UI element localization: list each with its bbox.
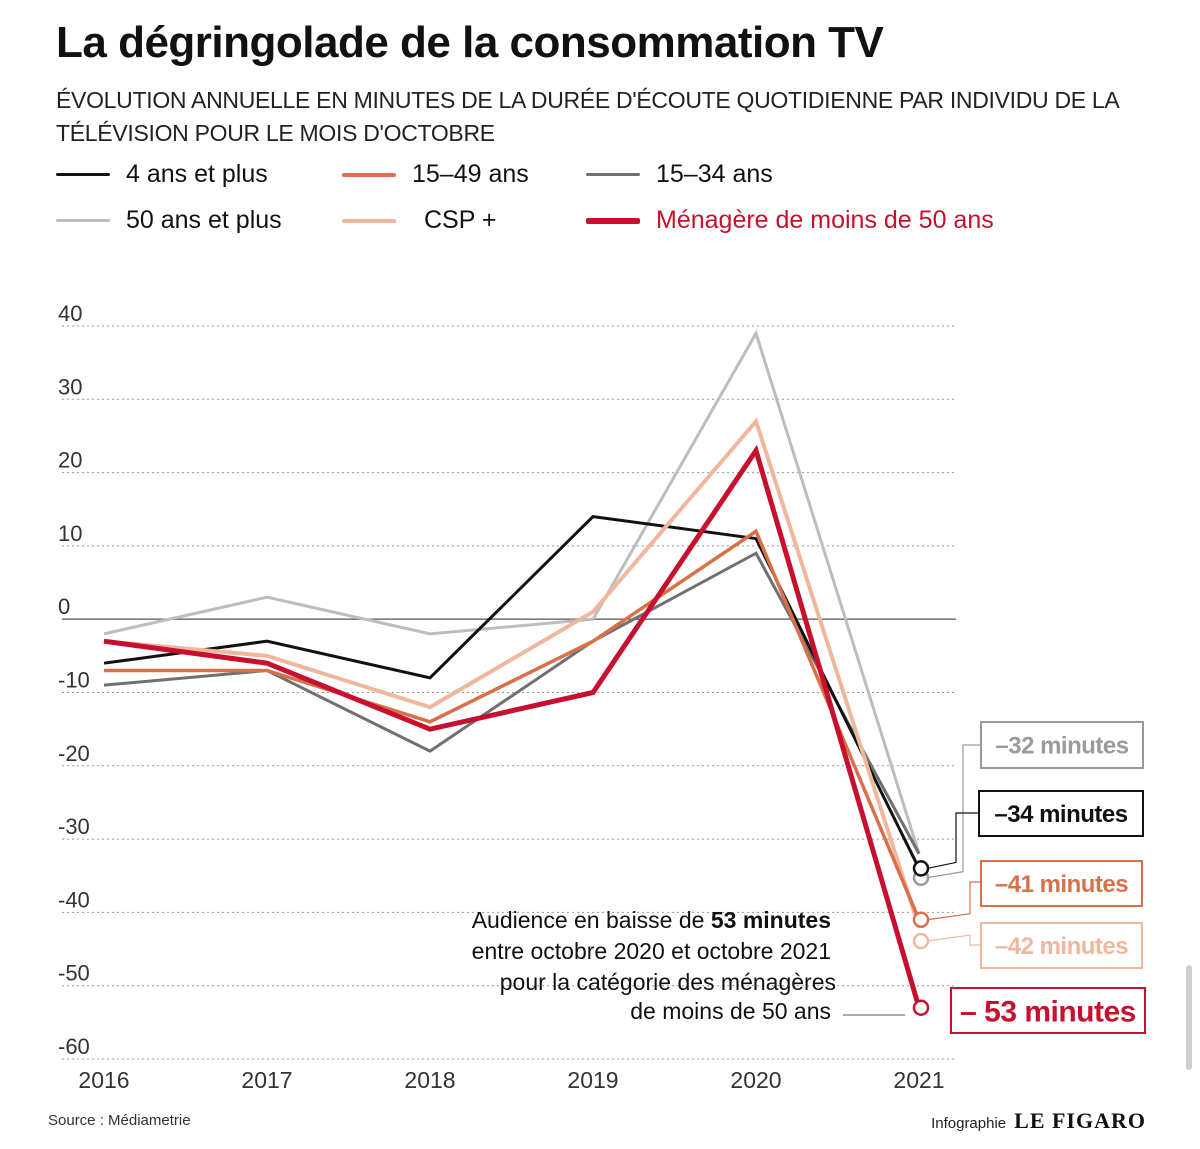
x-tick-label: 2020 [730, 1067, 781, 1093]
callout-leader [926, 934, 981, 946]
legend-swatch [586, 217, 640, 224]
annotation-line: Audience en baisse de 53 minutes [472, 907, 831, 933]
y-tick-label: -60 [58, 1034, 90, 1059]
y-tick-label: -20 [58, 741, 90, 766]
y-tick-label: 40 [58, 301, 82, 326]
x-tick-label: 2019 [567, 1067, 618, 1093]
x-tick-label: 2017 [241, 1067, 292, 1093]
legend-item-4-ans-et-plus: 4 ans et plus [56, 160, 268, 189]
callout-box [980, 721, 1144, 769]
annotation-text: pour la catégorie des ménagères [500, 969, 836, 995]
callout-leader [926, 881, 981, 921]
chart-legend: 4 ans et plus 15–49 ans 15–34 ans 50 ans… [56, 160, 1156, 250]
annotation-emphasis: 53 minutes [711, 907, 831, 933]
annotation-text: de moins de 50 ans [630, 998, 831, 1024]
series-line [103, 329, 921, 855]
legend-item-csp-plus: CSP + [342, 206, 497, 235]
legend-item-15-49-ans: 15–49 ans [342, 160, 529, 189]
end-point-marker [912, 932, 930, 950]
x-tick-label: 2016 [78, 1067, 129, 1093]
end-point-marker [912, 911, 930, 928]
y-tick-label: 10 [58, 521, 82, 546]
scrollbar[interactable] [1186, 965, 1192, 1070]
line-chart: 40 30 20 10 0 -10 -20 -30 -40 -50 -60 2016 2017 2018 2… [58, 301, 1146, 1093]
callout-label: –34 minutes [994, 801, 1127, 828]
legend-item-menagere: Ménagère de moins de 50 ans [586, 206, 994, 235]
legend-label: 4 ans et plus [126, 160, 268, 188]
y-tick-label: 0 [58, 594, 70, 619]
annotation-text: entre octobre 2020 et octobre 2021 [472, 938, 831, 964]
annotation-line: entre octobre 2020 et octobre 2021 [472, 938, 831, 964]
callout-label: – 53 minutes [960, 995, 1136, 1028]
callout-box [950, 987, 1146, 1034]
y-tick-label: 20 [58, 448, 82, 473]
legend-item-15-34-ans: 15–34 ans [586, 160, 773, 189]
legend-label: Ménagère de moins de 50 ans [656, 206, 994, 234]
legend-label: 50 ans et plus [126, 206, 282, 234]
series-line [103, 444, 922, 1009]
y-tick-label: -50 [58, 961, 90, 986]
y-tick-label: 30 [58, 374, 82, 399]
legend-swatch [56, 219, 110, 222]
source-note: Source : Médiametrie [48, 1112, 191, 1129]
figaro-logo: LE FIGARO [1014, 1108, 1146, 1133]
callout-label: –42 minutes [995, 933, 1128, 960]
callout-box [978, 790, 1144, 837]
annotation-text: Audience en baisse de [472, 907, 711, 933]
callout-box [980, 922, 1143, 969]
legend-swatch [56, 173, 110, 176]
callout-box [980, 860, 1143, 907]
end-point-marker [912, 999, 930, 1016]
y-tick-label: -10 [58, 668, 90, 693]
legend-label: 15–49 ans [412, 160, 529, 188]
series-line [103, 514, 921, 870]
chart-subtitle: ÉVOLUTION ANNUELLE EN MINUTES DE LA DURÉ… [56, 87, 1119, 146]
legend-swatch [586, 173, 640, 176]
legend-label: 15–34 ans [656, 160, 773, 188]
series-line [103, 417, 921, 928]
y-tick-label: -40 [58, 887, 90, 912]
y-tick-label: -30 [58, 814, 90, 839]
callout-label: –41 minutes [995, 871, 1128, 898]
annotation-line: pour la catégorie des ménagères [500, 969, 836, 995]
x-tick-label: 2018 [404, 1067, 455, 1093]
legend-swatch [342, 172, 396, 177]
series-line [104, 528, 921, 921]
credit: Infographie LE FIGARO [931, 1108, 1146, 1134]
x-tick-label: 2021 [893, 1067, 944, 1093]
end-point-marker [912, 860, 930, 877]
legend-label: CSP + [424, 206, 497, 234]
legend-item-50-ans-et-plus: 50 ans et plus [56, 206, 282, 235]
callout-label: –32 minutes [995, 733, 1128, 760]
callout-leader [926, 744, 981, 879]
legend-swatch [342, 218, 396, 223]
chart-title: La dégringolade de la consommation TV [56, 18, 884, 67]
credit-label: Infographie [931, 1115, 1007, 1132]
annotation-line: de moins de 50 ans [630, 998, 831, 1024]
series-line [103, 551, 921, 855]
callout-leader [926, 812, 979, 870]
